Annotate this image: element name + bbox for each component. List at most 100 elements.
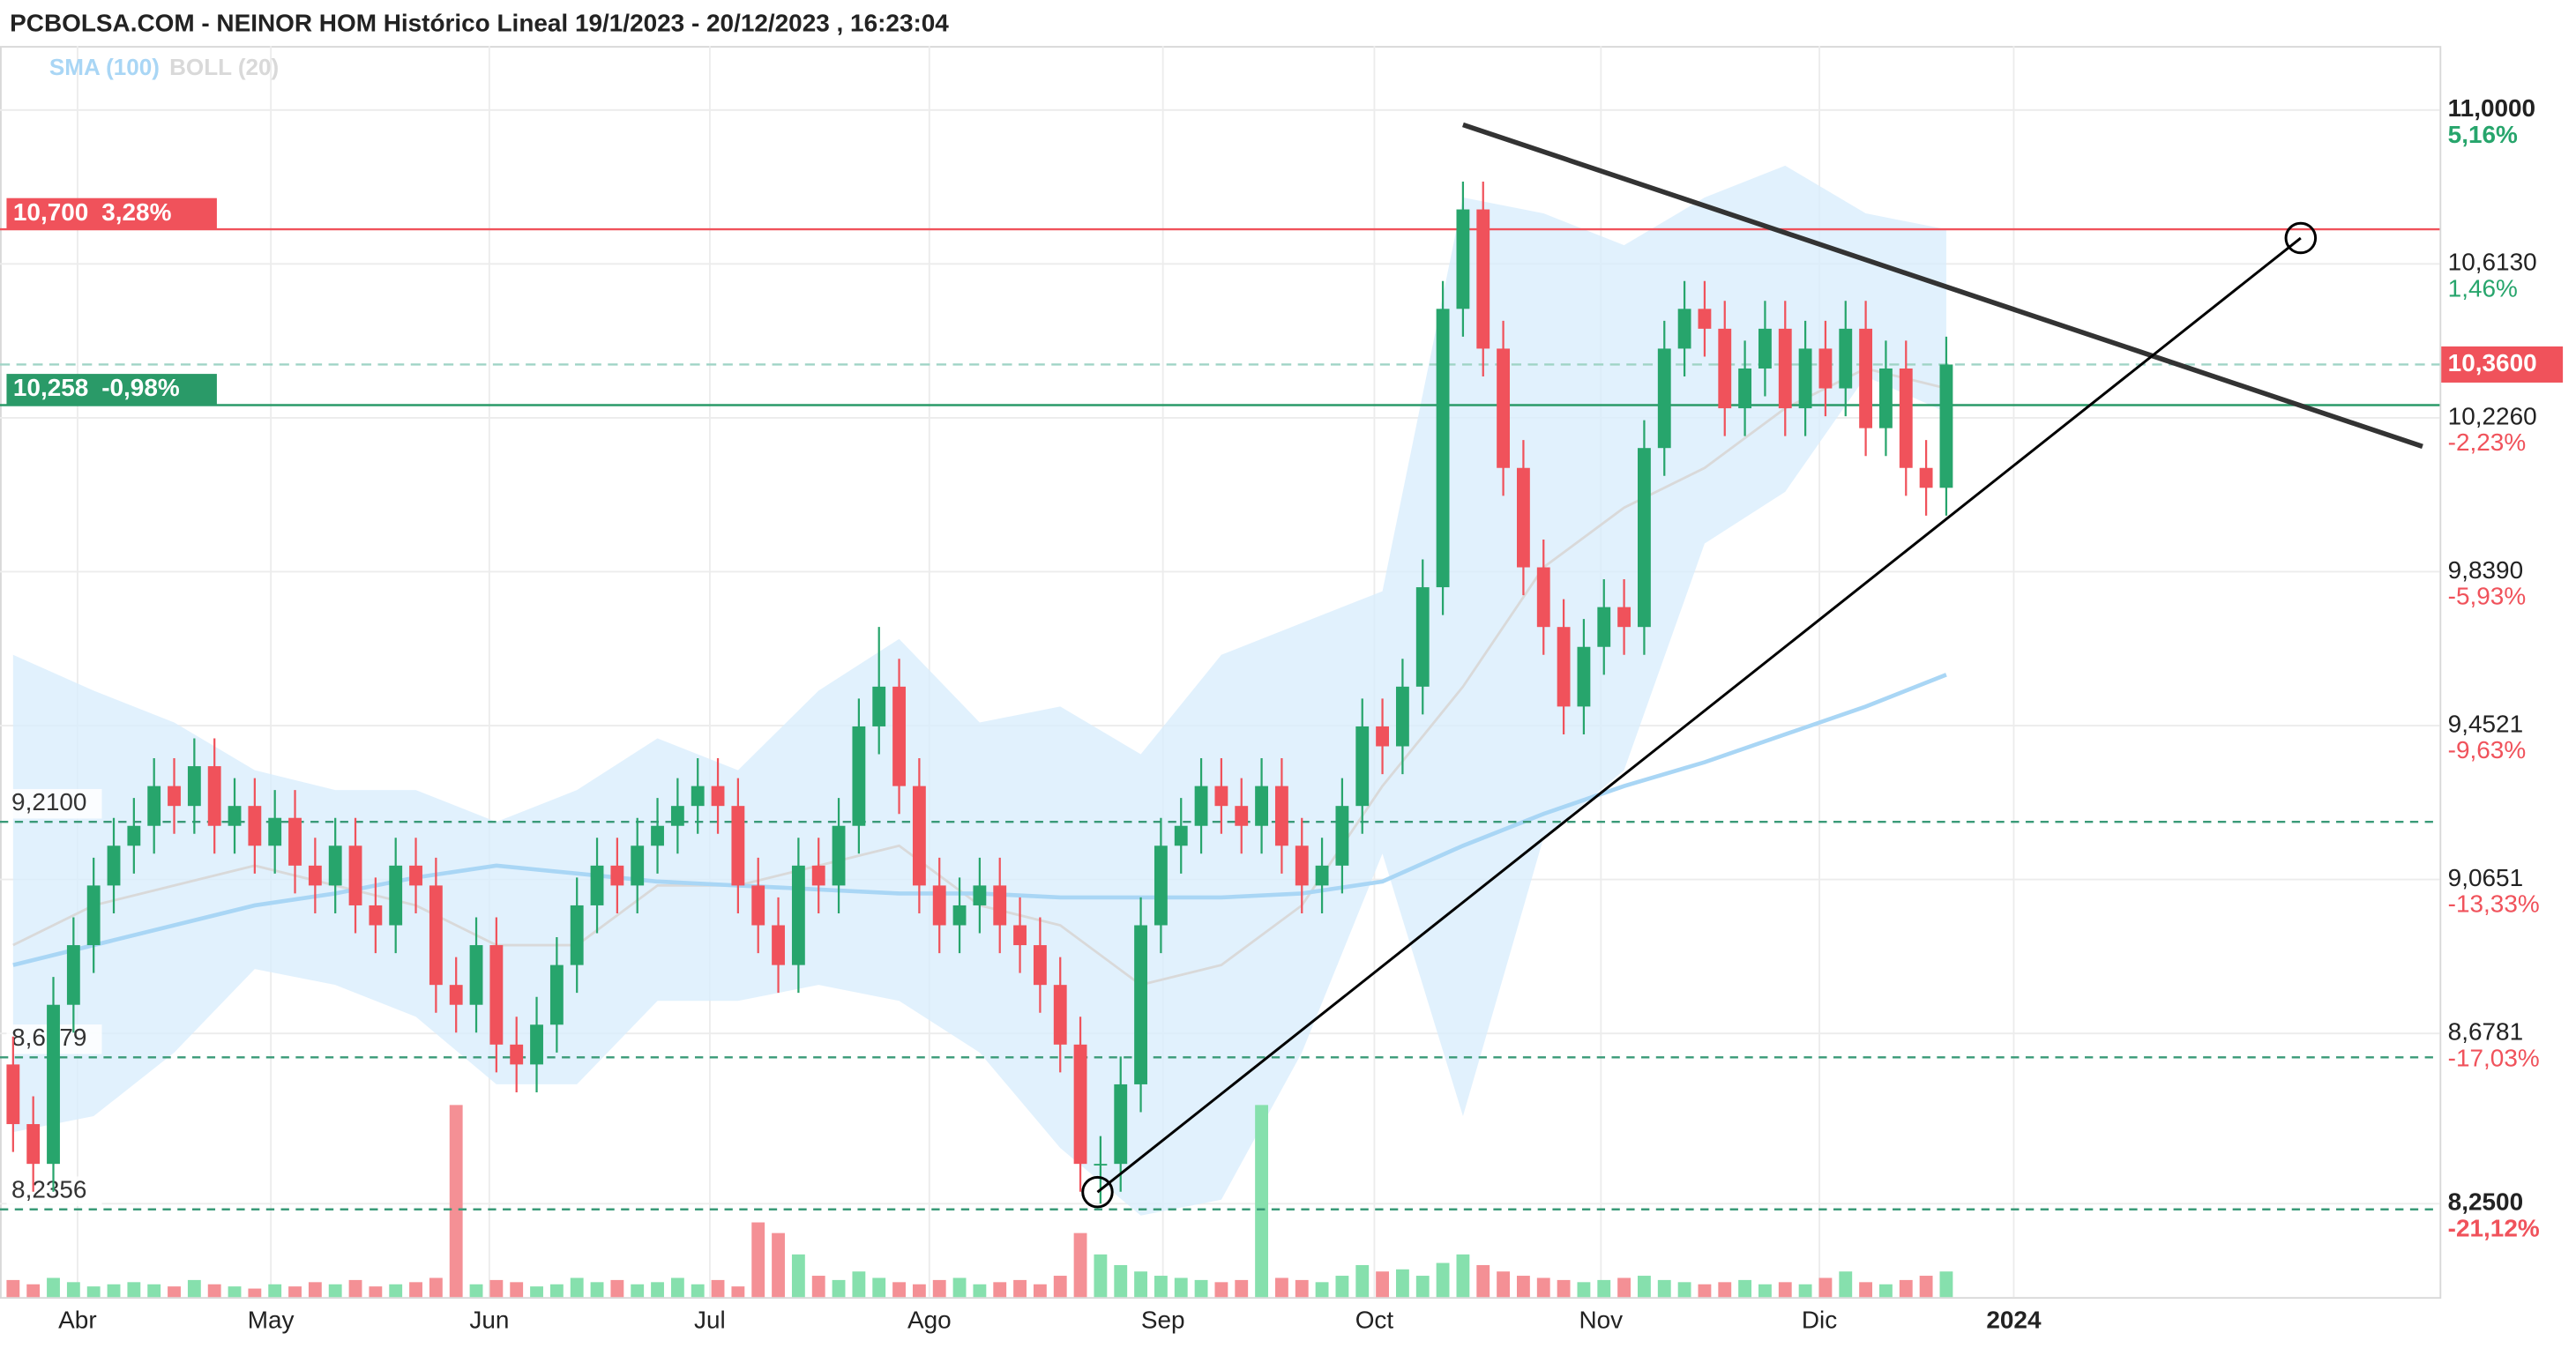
candle-body	[187, 766, 201, 807]
candle-body	[449, 985, 463, 1005]
volume-bar	[1657, 1279, 1671, 1298]
candle-body	[631, 845, 645, 886]
candle-body	[1638, 448, 1651, 628]
candle-body	[811, 865, 825, 886]
candle-body	[1235, 806, 1249, 826]
volume-bar	[912, 1284, 926, 1298]
volume-bar	[1395, 1269, 1409, 1298]
volume-bar	[590, 1282, 604, 1298]
volume-bar	[852, 1271, 866, 1298]
candle-body	[670, 806, 684, 826]
candle-body	[570, 905, 584, 965]
candle-body	[168, 786, 181, 807]
candle-body	[1818, 348, 1833, 389]
volume-bar	[469, 1284, 483, 1298]
volume-bar	[1295, 1279, 1309, 1298]
x-tick-label: Sep	[1141, 1307, 1185, 1334]
volume-bar	[1134, 1271, 1147, 1298]
candle-body	[510, 1044, 524, 1065]
volume	[6, 1105, 1953, 1298]
candle-body	[852, 726, 866, 826]
candle-body	[1315, 865, 1329, 886]
volume-bar	[1255, 1105, 1268, 1298]
candle-body	[308, 865, 322, 886]
volume-bar	[1516, 1276, 1530, 1298]
volume-bar	[1738, 1279, 1752, 1298]
candle-body	[1677, 309, 1691, 349]
candle-body	[1597, 607, 1611, 647]
candle-body	[1617, 607, 1631, 628]
candle-body	[1174, 825, 1188, 846]
y-tick-pct: -17,03%	[2448, 1044, 2540, 1071]
volume-bar	[86, 1286, 101, 1298]
candle-body	[791, 865, 805, 965]
last-price-label: 10,3600	[2448, 349, 2537, 376]
candle-body	[1758, 328, 1772, 369]
candle-body	[86, 885, 101, 946]
candle-body	[1899, 368, 1913, 468]
volume-bar	[228, 1286, 242, 1298]
x-tick-label: Jun	[469, 1307, 509, 1334]
level-label-box	[6, 788, 102, 819]
volume-bar	[1758, 1284, 1772, 1298]
candle-body	[912, 786, 926, 886]
volume-bar	[1718, 1282, 1732, 1298]
volume-bar	[1798, 1284, 1812, 1298]
candle-body	[1355, 726, 1370, 807]
candle-body	[731, 806, 745, 886]
trendline	[1462, 122, 2423, 450]
candle-body	[389, 865, 403, 926]
candle-body	[1073, 1044, 1087, 1165]
volume-bar	[610, 1279, 624, 1298]
volume-bar	[47, 1277, 60, 1298]
candle-body	[1657, 348, 1671, 449]
volume-bar	[429, 1277, 443, 1298]
volume-bar	[369, 1286, 383, 1298]
candle-body	[47, 1004, 60, 1165]
y-tick-pct: -21,12%	[2448, 1214, 2540, 1241]
volume-bar	[651, 1282, 664, 1298]
volume-bar	[711, 1279, 725, 1298]
volume-bar	[892, 1282, 906, 1298]
volume-bar	[1617, 1277, 1631, 1298]
volume-bar	[1315, 1282, 1329, 1298]
candle-body	[1859, 328, 1873, 428]
volume-bar	[26, 1284, 41, 1298]
candle-body	[6, 1064, 20, 1125]
volume-bar	[510, 1282, 524, 1298]
volume-bar	[1859, 1282, 1873, 1298]
volume-bar	[308, 1282, 322, 1298]
volume-bar	[1174, 1277, 1188, 1298]
volume-bar	[811, 1276, 825, 1298]
volume-bar	[872, 1277, 886, 1298]
y-tick-label: 9,8390	[2448, 556, 2523, 584]
volume-bar	[1536, 1277, 1550, 1298]
level-label-box	[6, 197, 217, 230]
volume-bar	[549, 1284, 564, 1298]
candle-body	[1456, 209, 1470, 309]
candle-body	[691, 786, 705, 807]
candles	[6, 181, 1953, 1204]
candle-body	[1094, 1164, 1108, 1166]
y-tick-pct: -2,23%	[2448, 428, 2526, 456]
candle-body	[1154, 845, 1168, 926]
candle-body	[127, 825, 141, 846]
candle-body	[1415, 587, 1430, 687]
volume-bar	[1194, 1279, 1208, 1298]
volume-bar	[751, 1222, 765, 1298]
level-pct: -0,98%	[101, 374, 180, 401]
x-tick-label: Dic	[1802, 1307, 1837, 1334]
candle-body	[107, 845, 121, 886]
volume-bar	[1415, 1276, 1430, 1298]
candle-body	[1436, 309, 1450, 588]
trendline-handle	[1081, 1175, 1114, 1209]
level-label: 8,2356	[11, 1176, 86, 1203]
candle-body	[1497, 348, 1511, 468]
volume-bar	[1033, 1284, 1047, 1298]
candle-body	[248, 806, 262, 846]
grid	[0, 46, 2440, 1298]
candle-body	[549, 964, 564, 1025]
volume-bar	[268, 1284, 282, 1298]
